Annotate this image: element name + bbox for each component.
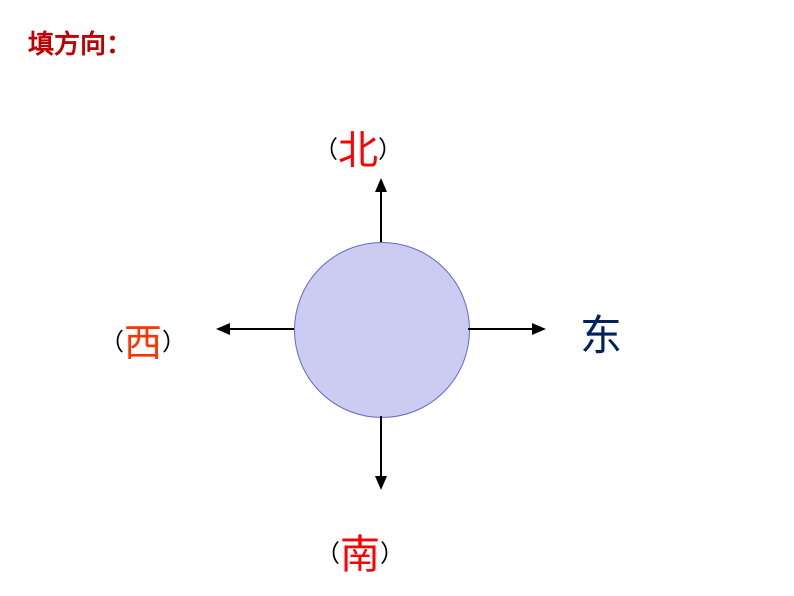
west-char: 西 <box>124 323 162 365</box>
east-char: 东 <box>580 314 622 360</box>
north-arrow-head <box>375 178 387 192</box>
north-paren-close: ） <box>378 138 402 164</box>
south-label: （南） <box>316 522 404 580</box>
east-arrow-head <box>532 323 546 335</box>
south-paren-open: （ <box>316 542 340 568</box>
south-arrow-head <box>375 476 387 490</box>
east-arrow-line <box>468 328 532 330</box>
north-arrow-line <box>380 192 382 242</box>
west-paren-close: ） <box>162 330 186 356</box>
west-arrow-head <box>216 323 230 335</box>
page-title: 填方向： <box>28 24 132 61</box>
title-text: 填方向： <box>28 30 132 59</box>
center-circle <box>294 242 470 418</box>
north-char: 北 <box>338 128 378 173</box>
east-label: 东 <box>580 302 622 363</box>
west-paren-open: （ <box>100 330 124 356</box>
north-label: （北） <box>314 118 402 176</box>
south-paren-close: ） <box>380 542 404 568</box>
west-label: （西） <box>100 312 186 367</box>
south-char: 南 <box>340 532 380 577</box>
north-paren-open: （ <box>314 138 338 164</box>
west-arrow-line <box>230 328 294 330</box>
south-arrow-line <box>380 416 382 476</box>
